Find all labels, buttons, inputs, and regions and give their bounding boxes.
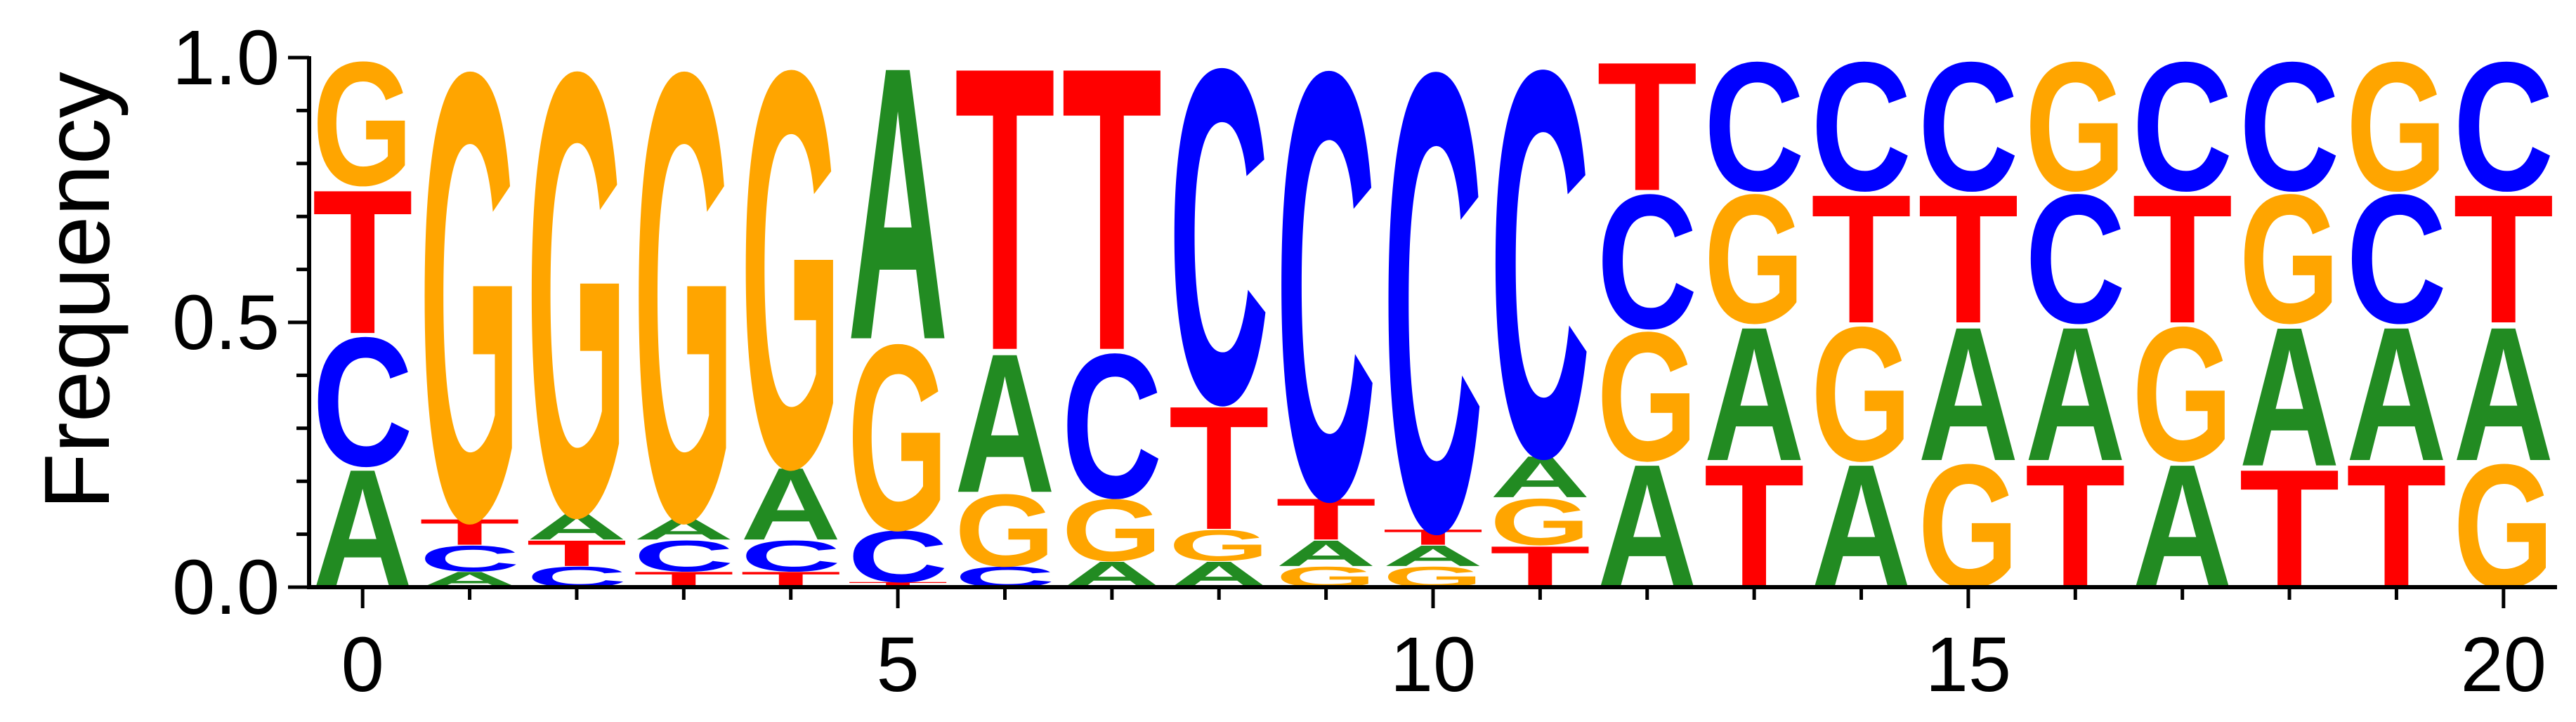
- logo-letter-C: C: [2025, 157, 2126, 362]
- logo-letter-G: G: [313, 25, 413, 223]
- logo-letter-T: T: [847, 581, 948, 589]
- logo-letter-C: C: [2239, 25, 2339, 230]
- logo-letter-T: T: [1811, 156, 1911, 362]
- logo-letter-C: C: [1490, 0, 1590, 572]
- logo-letter-C: C: [2132, 25, 2232, 230]
- logo-letter-G: G: [1704, 156, 1805, 362]
- logo-letter-T: T: [1061, 0, 1162, 435]
- logo-letter-A: A: [847, 0, 948, 421]
- logo-letter-A: A: [1918, 287, 2018, 501]
- logo-letter-A: A: [1276, 533, 1376, 574]
- logo-letter-C: C: [313, 300, 413, 505]
- logo-letter-T: T: [1169, 369, 1269, 567]
- x-tick-label: 20: [2461, 622, 2546, 708]
- logo-letter-C: C: [847, 515, 948, 598]
- logo-letter-C: C: [2453, 25, 2554, 230]
- logo-letter-A: A: [2346, 287, 2447, 501]
- logo-letter-T: T: [313, 147, 413, 377]
- logo-letter-G: G: [2239, 156, 2339, 362]
- logo-letter-C: C: [1276, 0, 1376, 627]
- x-tick-label: 10: [1390, 622, 1476, 708]
- logo-letter-T: T: [1382, 525, 1483, 550]
- logo-letter-C: C: [634, 532, 734, 581]
- logo-letter-T: T: [2453, 156, 2554, 362]
- logo-letter-C: C: [1918, 25, 2018, 230]
- logo-letter-A: A: [1704, 287, 1805, 501]
- logo-letter-G: G: [955, 473, 1055, 589]
- logo-letter-T: T: [1918, 156, 2018, 362]
- logo-letter-A: A: [634, 513, 734, 546]
- logo-letter-C: C: [2346, 157, 2447, 362]
- logo-letter-G: G: [419, 0, 520, 655]
- logo-letter-G: G: [740, 0, 841, 586]
- logo-letter-C: C: [1061, 311, 1162, 542]
- logo-letter-G: G: [1811, 288, 1911, 501]
- logo-letter-G: G: [1169, 521, 1269, 570]
- logo-letter-A: A: [2239, 286, 2339, 508]
- logo-letter-G: G: [2132, 288, 2232, 501]
- logo-letter-C: C: [419, 538, 520, 579]
- logo-letter-T: T: [2132, 156, 2232, 362]
- y-tick-label: 1.0: [172, 15, 280, 101]
- logo-letter-C: C: [1811, 25, 1911, 230]
- logo-letter-T: T: [1597, 23, 1697, 229]
- logo-letter-T: T: [526, 532, 627, 574]
- logo-letter-A: A: [740, 446, 841, 561]
- y-tick-label: 0.5: [172, 280, 280, 366]
- logo-letter-G: G: [1597, 294, 1697, 499]
- logo-letter-A: A: [526, 506, 627, 547]
- logo-letter-G: G: [1061, 481, 1162, 579]
- x-tick-label: 15: [1926, 622, 2011, 708]
- logo-letter-G: G: [2346, 23, 2447, 229]
- x-tick-label: 5: [877, 622, 920, 708]
- logo-letter-G: G: [2025, 23, 2126, 229]
- logo-letter-C: C: [740, 532, 841, 581]
- logo-letter-A: A: [2453, 287, 2554, 501]
- logo-letter-T: T: [955, 0, 1055, 435]
- logo-letter-A: A: [955, 312, 1055, 534]
- y-axis-ticks: 0.0 0.5 1.0: [172, 15, 309, 631]
- logo-letter-G: G: [634, 0, 734, 655]
- logo-letter-C: C: [1597, 155, 1697, 369]
- logo-letter-C: C: [1704, 25, 1805, 230]
- logo-letter-C: C: [1169, 0, 1269, 504]
- logo-letter-T: T: [419, 511, 520, 553]
- logo-letter-A: A: [2025, 287, 2126, 501]
- x-tick-label: 0: [341, 622, 384, 708]
- logo-letter-T: T: [1276, 487, 1376, 552]
- logo-letter-A: A: [1382, 539, 1483, 572]
- logo-letter-A: A: [1490, 444, 1590, 510]
- logo-letter-G: G: [847, 289, 948, 585]
- x-axis-ticks: 0 5 10 15 20: [341, 587, 2546, 708]
- y-axis-title: Frequency: [25, 72, 129, 510]
- logo-letter-G: G: [526, 0, 627, 648]
- logo-letter-C: C: [1382, 0, 1483, 668]
- y-tick-label: 0.0: [172, 544, 280, 631]
- logo-letter-G: G: [1490, 485, 1590, 559]
